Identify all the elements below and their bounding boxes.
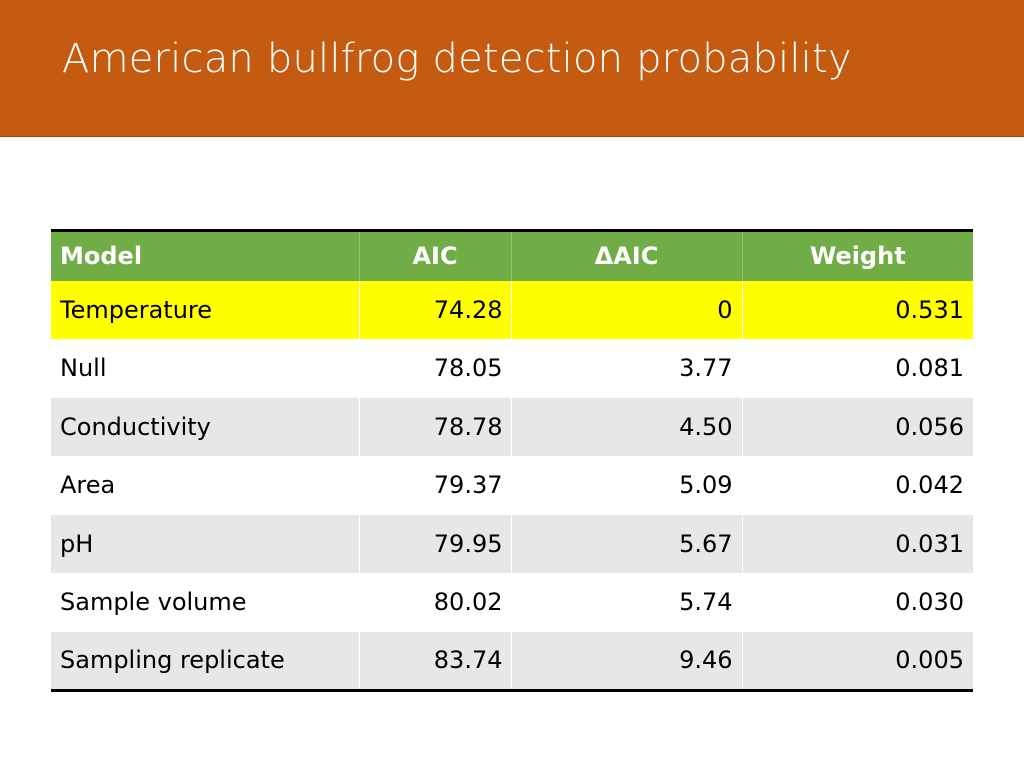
header-weight: Weight — [809, 242, 906, 271]
cell-weight: 0.531 — [895, 295, 964, 324]
cell-weight: 0.031 — [895, 529, 964, 558]
table-header-row: Model AIC ΔAIC Weight — [51, 230, 973, 281]
header-delta-aic: ΔAIC — [511, 230, 743, 281]
cell-model: Sampling replicate — [51, 631, 360, 690]
cell-aic: 74.28 — [359, 280, 512, 339]
cell-delta-aic: 0 — [511, 280, 743, 339]
cell-model: Area — [51, 456, 360, 515]
model-comparison-table: Model AIC ΔAIC Weight Temperature 74.28 … — [51, 229, 973, 692]
cell-weight: 0.056 — [895, 412, 964, 441]
table-row: Sampling replicate 83.74 9.46 0.005 — [51, 631, 973, 690]
cell-delta-aic: 5.67 — [511, 514, 743, 573]
cell-aic: 80.02 — [359, 573, 512, 632]
table-row: Sample volume 80.02 5.74 0.030 — [51, 573, 973, 632]
cell-aic: 83.74 — [359, 631, 512, 690]
cell-weight: 0.042 — [895, 471, 964, 500]
table-row: pH 79.95 5.67 0.031 — [51, 514, 973, 573]
cell-aic: 78.05 — [359, 339, 512, 398]
header-model: Model — [51, 230, 360, 281]
cell-aic: 78.78 — [359, 397, 512, 456]
cell-delta-aic: 5.09 — [511, 456, 743, 515]
cell-model: Null — [51, 339, 360, 398]
table-row: Null 78.05 3.77 0.081 — [51, 339, 973, 398]
cell-delta-aic: 4.50 — [511, 397, 743, 456]
cell-weight: 0.005 — [895, 646, 964, 674]
cell-model: Conductivity — [51, 397, 360, 456]
table-row: Temperature 74.28 0 0.531 — [51, 280, 973, 339]
slide-title: American bullfrog detection probability — [62, 36, 852, 82]
header-aic: AIC — [359, 230, 512, 281]
title-bar: American bullfrog detection probability — [0, 0, 1024, 137]
cell-delta-aic: 3.77 — [511, 339, 743, 398]
cell-model: Temperature — [51, 280, 360, 339]
cell-model: Sample volume — [51, 573, 360, 632]
cell-weight: 0.030 — [895, 588, 964, 617]
cell-delta-aic: 9.46 — [511, 631, 743, 690]
cell-aic: 79.95 — [359, 514, 512, 573]
table-row: Conductivity 78.78 4.50 0.056 — [51, 397, 973, 456]
cell-aic: 79.37 — [359, 456, 512, 515]
cell-model: pH — [51, 514, 360, 573]
table-row: Area 79.37 5.09 0.042 — [51, 456, 973, 515]
table-container: Model AIC ΔAIC Weight Temperature 74.28 … — [51, 229, 973, 692]
cell-weight: 0.081 — [895, 354, 964, 383]
cell-delta-aic: 5.74 — [511, 573, 743, 632]
